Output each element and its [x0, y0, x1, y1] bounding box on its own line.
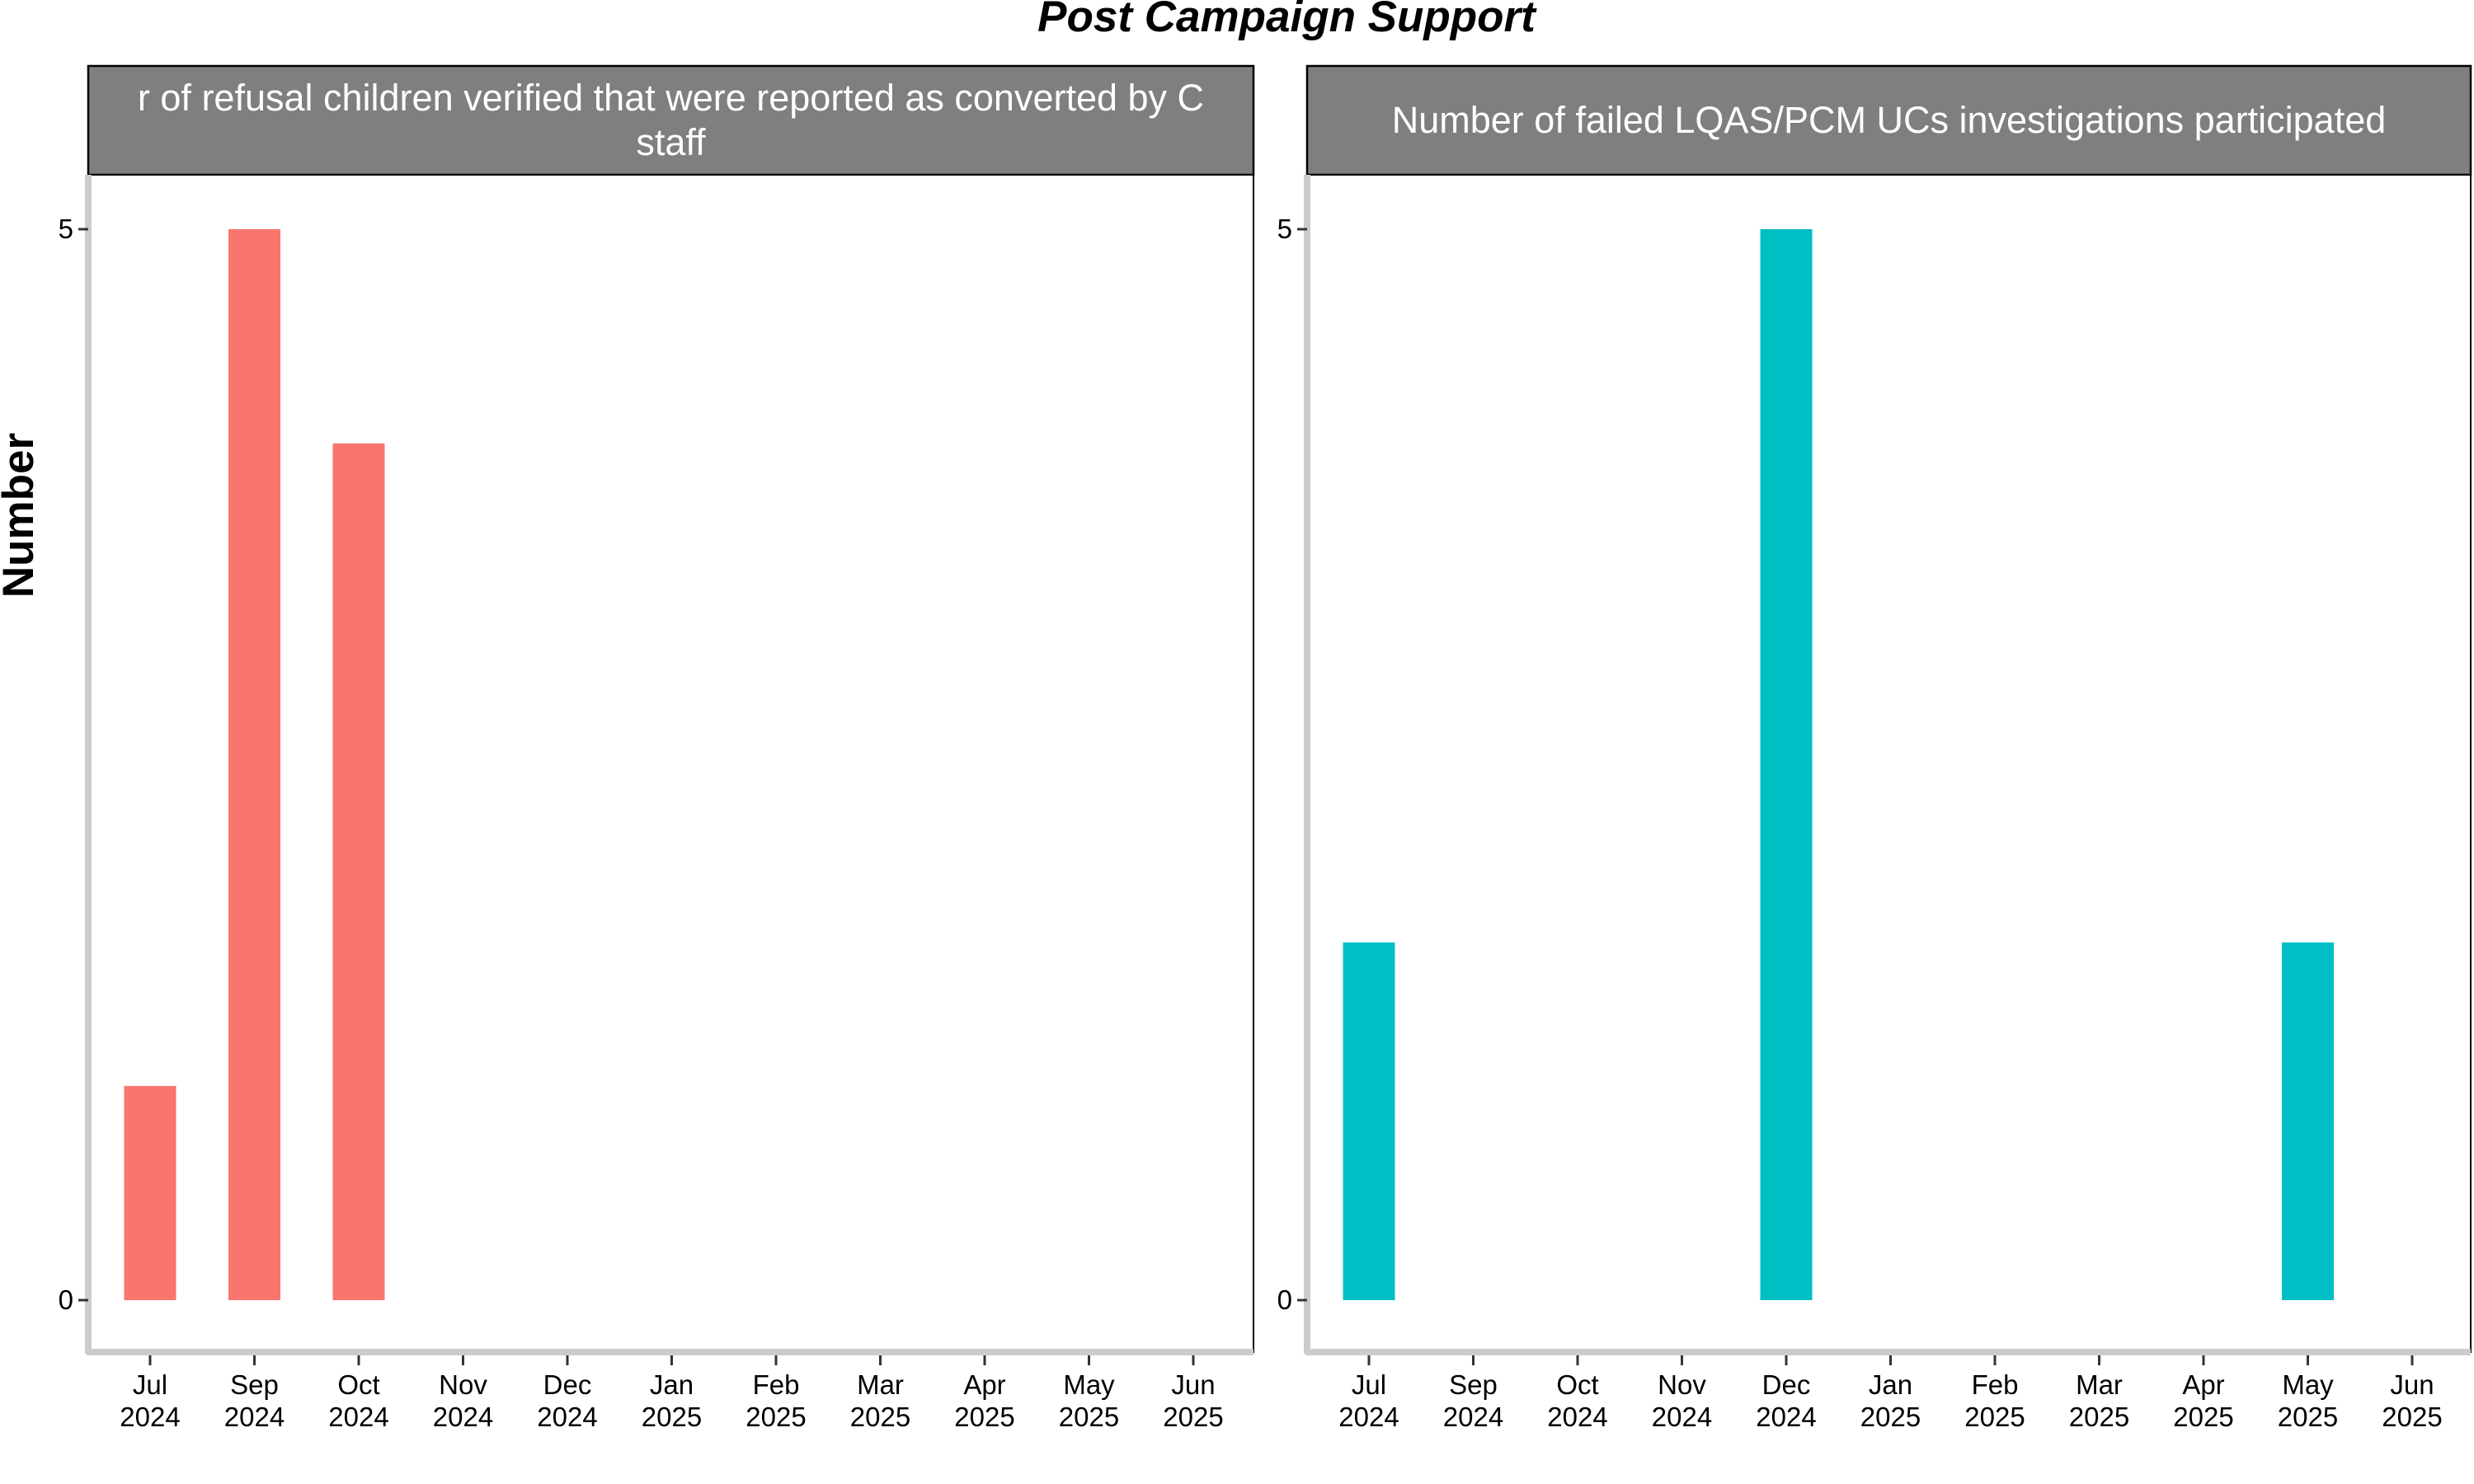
x-tick-label-month: Sep — [1449, 1369, 1498, 1400]
x-tick-label-year: 2025 — [2278, 1402, 2338, 1432]
x-tick-label-year: 2024 — [120, 1402, 180, 1432]
y-axis-label: Number — [0, 433, 43, 598]
bar-sep-2024 — [228, 229, 280, 1300]
bar-jul-2024 — [124, 1086, 176, 1300]
panel-1-strip-label: r of refusal children verified that were… — [138, 77, 1204, 119]
panel-2-strip — [1305, 64, 2472, 176]
x-tick-label-month: Jan — [1869, 1369, 1912, 1400]
x-tick-label-month: Mar — [857, 1369, 904, 1400]
y-tick-label: 5 — [59, 214, 73, 244]
y-tick-label: 0 — [1277, 1284, 1292, 1315]
x-tick-label-month: Jun — [1171, 1369, 1215, 1400]
x-tick-label-year: 2025 — [1163, 1402, 1223, 1432]
x-tick-label-year: 2025 — [954, 1402, 1014, 1432]
x-tick-label-month: Dec — [1762, 1369, 1811, 1400]
x-tick-label-year: 2025 — [2382, 1402, 2442, 1432]
chart-title: Post Campaign Support — [1037, 0, 1537, 41]
panel-1-strip-label: staff — [636, 121, 706, 163]
x-tick-label-month: Sep — [230, 1369, 279, 1400]
panel-1-strip — [87, 64, 1255, 176]
x-tick-label-month: Jul — [1352, 1369, 1386, 1400]
bar-dec-2024 — [1760, 229, 1813, 1300]
x-tick-label-year: 2025 — [2173, 1402, 2233, 1432]
x-tick-label-year: 2025 — [850, 1402, 910, 1432]
panels: r of refusal children verified that were… — [59, 64, 2472, 1432]
x-tick-label-month: Dec — [543, 1369, 592, 1400]
x-tick-label-year: 2024 — [1547, 1402, 1607, 1432]
x-tick-label-year: 2024 — [1443, 1402, 1503, 1432]
x-tick-label-month: May — [2282, 1369, 2334, 1400]
y-tick-label: 5 — [1277, 214, 1292, 244]
x-tick-label-month: Mar — [2076, 1369, 2123, 1400]
x-tick-label-year: 2024 — [224, 1402, 285, 1432]
x-tick-label-year: 2024 — [1652, 1402, 1712, 1432]
x-tick-label-year: 2025 — [1059, 1402, 1119, 1432]
x-tick-label-year: 2025 — [1964, 1402, 2025, 1432]
x-tick-label-year: 2024 — [1338, 1402, 1399, 1432]
panel-1: r of refusal children verified that were… — [59, 64, 1255, 1432]
x-tick-label-year: 2024 — [537, 1402, 597, 1432]
x-tick-label-month: Nov — [439, 1369, 487, 1400]
x-tick-label-year: 2025 — [745, 1402, 806, 1432]
panel-2-strip-label: Number of failed LQAS/PCM UCs investigat… — [1392, 99, 2387, 141]
x-tick-label-year: 2024 — [1756, 1402, 1816, 1432]
x-tick-label-month: Feb — [1972, 1369, 2019, 1400]
x-tick-label-month: Jun — [2390, 1369, 2434, 1400]
x-tick-label-month: Oct — [337, 1369, 379, 1400]
bar-oct-2024 — [332, 443, 385, 1300]
panel-2: Number of failed LQAS/PCM UCs investigat… — [1277, 64, 2472, 1432]
panel-2-plot-area — [1306, 174, 2472, 1353]
x-tick-label-month: Feb — [753, 1369, 800, 1400]
x-tick-label-month: Jan — [650, 1369, 694, 1400]
x-tick-label-month: Nov — [1658, 1369, 1706, 1400]
x-tick-label-month: May — [1063, 1369, 1115, 1400]
x-tick-label-year: 2024 — [433, 1402, 493, 1432]
x-tick-label-year: 2025 — [1860, 1402, 1921, 1432]
x-tick-label-year: 2025 — [642, 1402, 702, 1432]
x-tick-label-month: Oct — [1556, 1369, 1598, 1400]
x-tick-label-month: Apr — [963, 1369, 1005, 1400]
x-tick-label-year: 2024 — [328, 1402, 388, 1432]
x-tick-label-month: Apr — [2182, 1369, 2224, 1400]
x-tick-label-year: 2025 — [2069, 1402, 2129, 1432]
panel-1-plot-area — [87, 174, 1254, 1353]
y-tick-label: 0 — [59, 1284, 73, 1315]
bar-jul-2024 — [1343, 942, 1395, 1300]
x-tick-label-month: Jul — [133, 1369, 167, 1400]
bar-may-2025 — [2282, 942, 2334, 1300]
